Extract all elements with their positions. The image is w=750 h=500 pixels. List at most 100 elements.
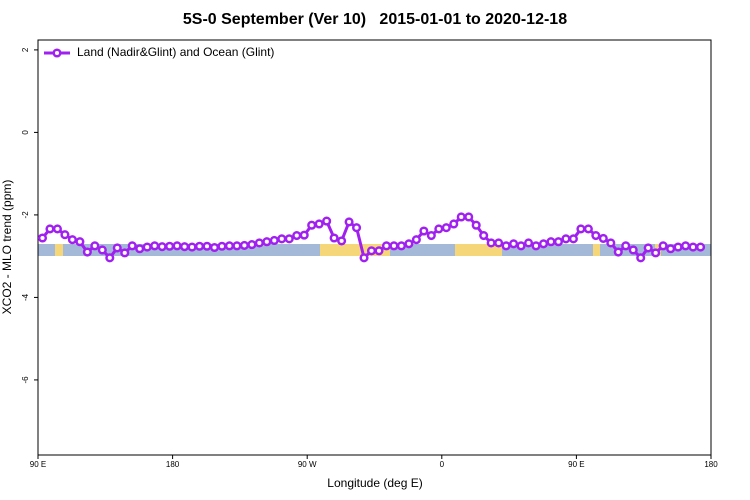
point [666, 244, 676, 254]
point [523, 238, 534, 248]
chart-title: 5S-0 September (Ver 10) 2015-01-01 to 20… [183, 11, 567, 28]
point [449, 219, 459, 229]
y-tick-label: -2 [21, 211, 30, 219]
point [501, 241, 511, 251]
point [411, 235, 421, 245]
point [538, 239, 549, 249]
point [329, 233, 339, 243]
x-tick-label: 180 [166, 460, 180, 469]
point [344, 217, 354, 227]
point [307, 220, 317, 230]
point [613, 247, 623, 257]
point [45, 224, 55, 234]
point [426, 230, 436, 241]
point [404, 239, 414, 249]
point [366, 246, 377, 256]
point [277, 234, 287, 244]
point [247, 240, 257, 250]
point [695, 242, 706, 252]
legend-label: Land (Nadir&Glint) and Ocean (Glint) [77, 45, 274, 59]
point [479, 230, 489, 241]
point [120, 248, 130, 258]
land-band [455, 244, 502, 256]
point [187, 242, 197, 252]
point [621, 241, 631, 251]
point [284, 234, 294, 244]
point [441, 223, 451, 233]
point [135, 244, 145, 254]
point [494, 238, 504, 248]
point [142, 242, 152, 252]
point [194, 241, 205, 251]
point [464, 212, 474, 222]
x-tick-label: 0 [440, 460, 445, 469]
point [269, 235, 279, 246]
point [531, 241, 541, 251]
point [396, 241, 406, 251]
point [202, 241, 212, 251]
point [299, 230, 309, 240]
point [419, 226, 429, 236]
point [60, 230, 70, 240]
point [434, 224, 444, 234]
point [224, 241, 234, 251]
point [322, 216, 332, 226]
point [165, 241, 175, 251]
legend-marker [52, 48, 62, 58]
point [486, 238, 496, 248]
y-tick-label: -6 [21, 376, 30, 384]
point [75, 237, 85, 247]
point [209, 242, 220, 253]
x-tick-label: 90 E [30, 460, 46, 469]
point [591, 230, 601, 241]
point [628, 245, 638, 255]
point [658, 241, 668, 251]
point [52, 224, 62, 234]
point [352, 223, 362, 233]
y-tick-label: -4 [21, 293, 30, 301]
y-tick-label: 2 [21, 47, 30, 52]
point [232, 241, 242, 251]
point [553, 237, 564, 247]
point [509, 239, 519, 249]
x-tick-label: 90 W [298, 460, 317, 469]
point [112, 243, 122, 253]
point [681, 241, 691, 251]
x-tick-label: 180 [704, 460, 718, 469]
point [292, 230, 302, 241]
point [37, 233, 48, 243]
point [157, 242, 167, 252]
point [239, 240, 249, 250]
point [254, 238, 264, 248]
x-axis-label: Longitude (deg E) [327, 476, 422, 490]
point [97, 245, 107, 255]
land-band [593, 244, 600, 256]
point [598, 233, 608, 243]
land-band [55, 244, 63, 256]
point [456, 212, 466, 222]
point [359, 253, 369, 263]
y-tick-label: 0 [21, 130, 30, 135]
point [546, 237, 556, 247]
point [568, 234, 578, 244]
x-tick-label: 90 E [568, 460, 584, 469]
point [643, 243, 653, 253]
point [180, 242, 190, 252]
point [67, 235, 77, 245]
point [516, 241, 526, 251]
point [90, 241, 100, 251]
point [337, 236, 347, 246]
point [314, 219, 324, 229]
point [105, 253, 115, 263]
point [636, 253, 646, 263]
point [471, 220, 481, 230]
point [651, 248, 661, 258]
point [82, 247, 92, 257]
point [374, 246, 384, 256]
point [172, 241, 182, 251]
plot-frame [37, 39, 712, 456]
point [583, 224, 593, 234]
point [576, 224, 586, 234]
point [673, 242, 683, 252]
